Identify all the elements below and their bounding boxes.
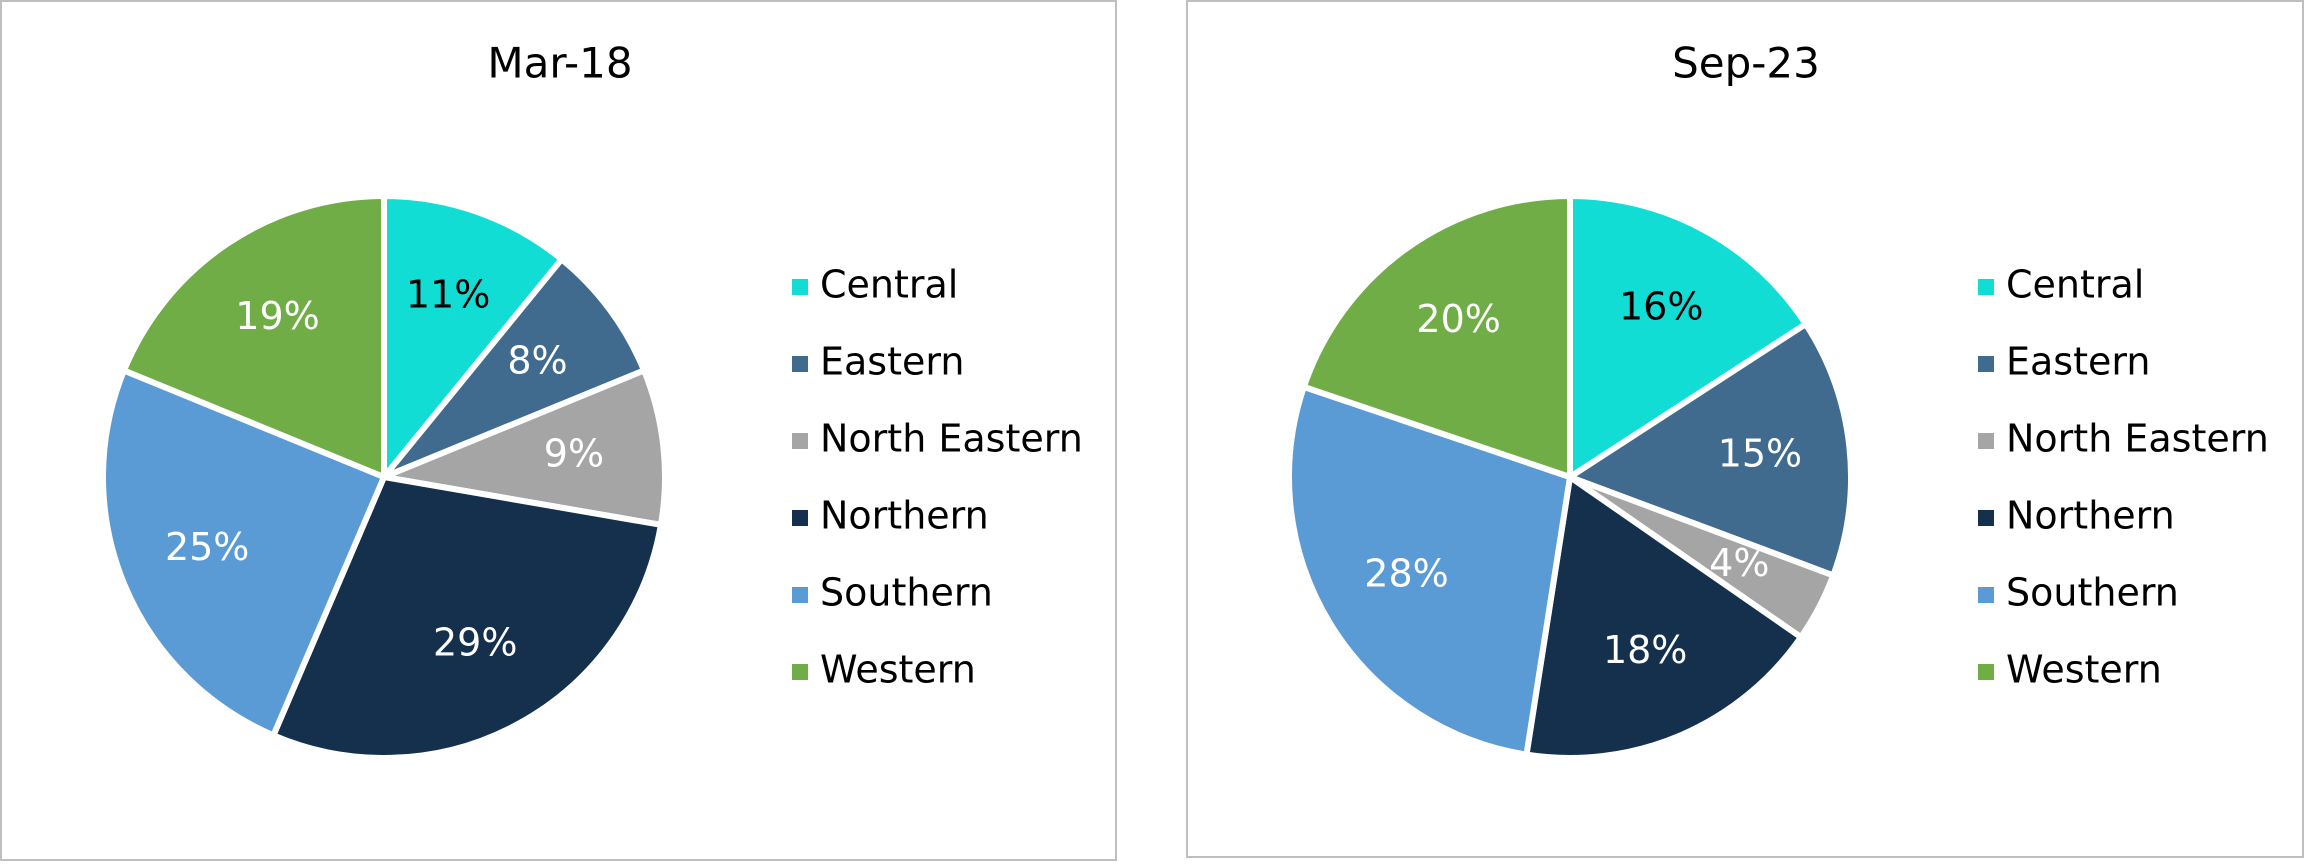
pie-slice: [1567, 321, 1854, 579]
legend-swatch: [792, 433, 808, 449]
legend-label: Northern: [820, 494, 989, 538]
data-label: 15%: [1718, 432, 1802, 476]
pie-slice: [381, 256, 648, 480]
data-label: 20%: [1416, 297, 1500, 341]
legend-label: Western: [820, 648, 976, 692]
legend-label: Central: [2006, 263, 2144, 307]
legend-swatch: [1978, 587, 1994, 603]
legend-label: Central: [820, 263, 958, 307]
legend-swatch: [1978, 510, 1994, 526]
legend-label: Eastern: [2006, 340, 2150, 384]
pie-slice: [270, 474, 664, 761]
data-label: 19%: [235, 294, 319, 338]
pie-slice: [1300, 193, 1573, 480]
legend-label: North Eastern: [820, 417, 1083, 461]
legend-swatch: [792, 664, 808, 680]
pie-slice: [120, 193, 387, 480]
legend-label: Western: [2006, 648, 2162, 692]
data-label: 25%: [165, 525, 249, 569]
pie-slice: [381, 193, 565, 480]
pie-slice: [1567, 193, 1809, 480]
legend-swatch: [1978, 356, 1994, 372]
data-label: 16%: [1619, 285, 1703, 329]
chart-title: Sep-23: [1672, 39, 1820, 88]
pie-slice: [100, 367, 387, 739]
legend-label: Southern: [820, 571, 993, 615]
legend-label: Northern: [2006, 494, 2175, 538]
chart-frame: [1186, 0, 2304, 858]
legend-label: Eastern: [820, 340, 964, 384]
legend-swatch: [1978, 279, 1994, 295]
chart-title: Mar-18: [487, 39, 632, 88]
data-label: 9%: [544, 432, 604, 476]
data-label: 29%: [433, 620, 517, 664]
legend-swatch: [792, 510, 808, 526]
pie-slice: [1286, 383, 1573, 758]
data-label: 11%: [406, 272, 490, 316]
legend-swatch: [792, 356, 808, 372]
pie-slice: [1523, 474, 1804, 761]
legend-label: North Eastern: [2006, 417, 2269, 461]
chart-frame: [0, 0, 1117, 861]
data-label: 8%: [507, 339, 567, 383]
legend-swatch: [792, 279, 808, 295]
legend-swatch: [792, 587, 808, 603]
legend-swatch: [1978, 664, 1994, 680]
data-label: 28%: [1364, 551, 1448, 595]
legend-swatch: [1978, 433, 1994, 449]
data-label: 18%: [1603, 628, 1687, 672]
legend-label: Southern: [2006, 571, 2179, 615]
